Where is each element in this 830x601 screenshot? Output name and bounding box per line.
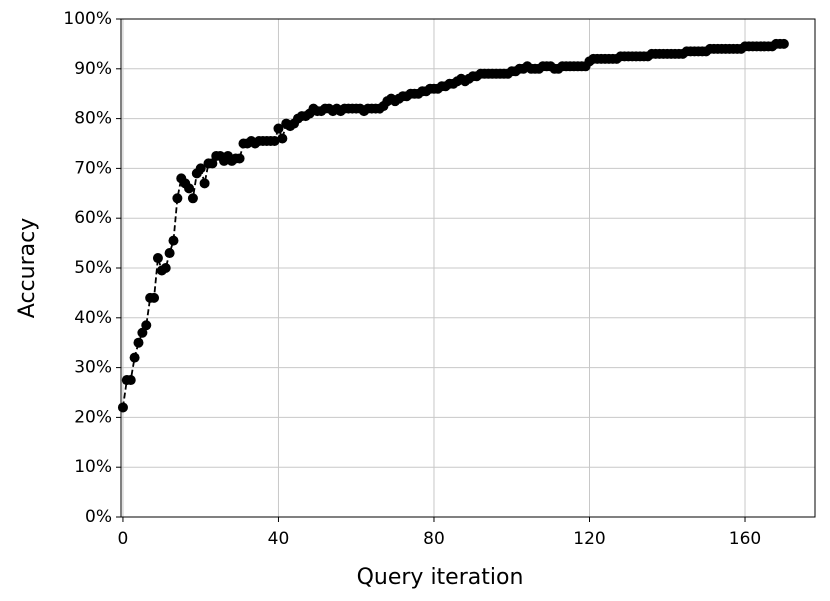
data-point — [117, 402, 128, 413]
data-point — [277, 133, 288, 144]
data-point — [164, 248, 175, 259]
y-axis-label: Accuracy — [15, 218, 40, 318]
data-point — [125, 375, 136, 386]
y-tick-label: 20% — [74, 407, 112, 427]
plot-frame — [120, 18, 816, 518]
data-point — [269, 136, 280, 147]
y-tick-label: 60% — [74, 208, 112, 228]
y-tick-label: 30% — [74, 358, 112, 378]
data-point — [168, 235, 179, 246]
x-tick-label: 80 — [423, 529, 445, 549]
data-point — [234, 153, 245, 164]
data-point — [207, 158, 218, 169]
y-tick-label: 70% — [74, 158, 112, 178]
data-point — [141, 320, 152, 331]
data-point — [187, 193, 198, 204]
y-tick-label: 10% — [74, 457, 112, 477]
data-line — [122, 43, 784, 408]
x-tick-label: 40 — [268, 529, 290, 549]
data-point — [199, 178, 210, 189]
x-tick-label: 120 — [573, 529, 605, 549]
data-point — [273, 123, 284, 134]
y-tick-label: 40% — [74, 308, 112, 328]
data-point — [184, 183, 195, 194]
y-tick-label: 50% — [74, 258, 112, 278]
y-tick-label: 100% — [63, 9, 112, 29]
y-tick-label: 80% — [74, 109, 112, 129]
data-point — [160, 263, 171, 273]
data-point — [152, 253, 163, 264]
data-point — [137, 327, 148, 338]
data-point — [133, 337, 144, 348]
y-tick-label: 90% — [74, 59, 112, 79]
x-tick-label: 0 — [118, 529, 129, 549]
y-tick-label: 0% — [85, 507, 112, 527]
data-point — [149, 292, 160, 303]
x-axis-label: Query iteration — [357, 565, 524, 590]
data-point — [129, 352, 140, 363]
data-point — [195, 163, 206, 174]
data-point — [172, 193, 183, 204]
x-tick-label: 160 — [729, 529, 761, 549]
data-point — [778, 38, 789, 49]
